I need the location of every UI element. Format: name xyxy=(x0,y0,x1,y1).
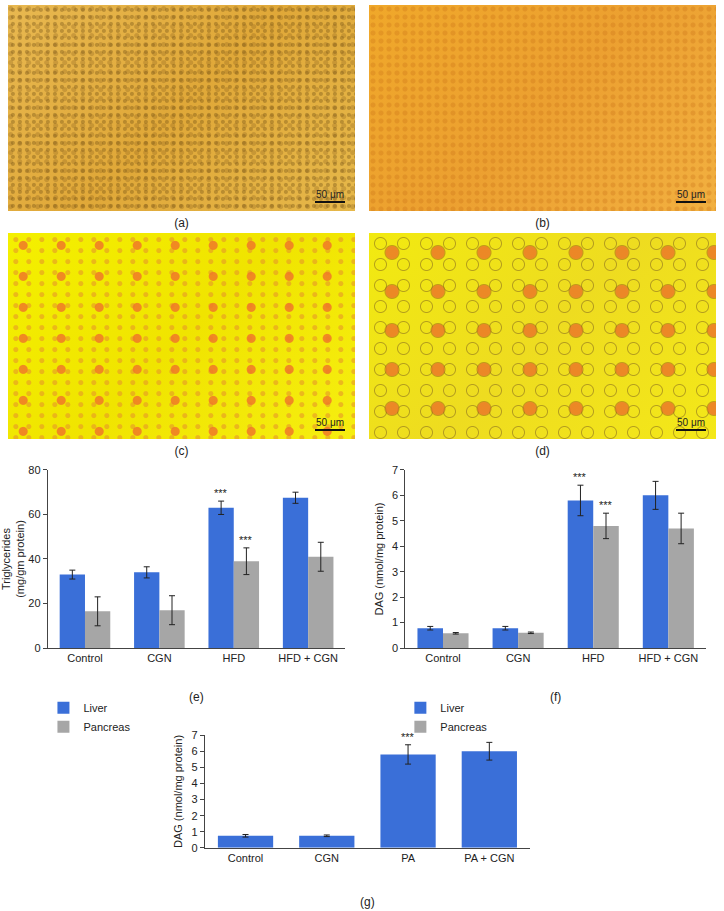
svg-text:CGN: CGN xyxy=(315,852,340,864)
svg-text:3: 3 xyxy=(192,793,198,805)
svg-text:(e): (e) xyxy=(189,690,204,704)
svg-text:HFD + CGN: HFD + CGN xyxy=(278,652,338,664)
svg-text:Pancreas: Pancreas xyxy=(440,721,487,733)
svg-text:HFD + CGN: HFD + CGN xyxy=(639,652,699,664)
html-text:50 μm: 50 μm xyxy=(677,189,705,200)
svg-text:6: 6 xyxy=(192,745,198,757)
html-text:(d): (d) xyxy=(535,444,550,458)
svg-text:Control: Control xyxy=(425,652,460,664)
svg-text:Pancreas: Pancreas xyxy=(83,721,130,733)
svg-text:60: 60 xyxy=(28,508,40,520)
html-text:50 μm: 50 μm xyxy=(316,417,344,428)
svg-text:0: 0 xyxy=(34,642,40,654)
html-text:(a): (a) xyxy=(174,216,189,230)
html-text:50 μm: 50 μm xyxy=(316,189,344,200)
svg-text:4: 4 xyxy=(192,777,198,789)
svg-text:4: 4 xyxy=(392,540,398,552)
svg-text:HFD: HFD xyxy=(582,652,605,664)
svg-text:Liver: Liver xyxy=(83,702,107,714)
svg-text:HFD: HFD xyxy=(222,652,245,664)
svg-text:20: 20 xyxy=(28,597,40,609)
svg-text:Control: Control xyxy=(67,652,102,664)
svg-text:1: 1 xyxy=(392,616,398,628)
svg-text:0: 0 xyxy=(192,842,198,854)
svg-text:Control: Control xyxy=(228,852,263,864)
html-text:(b): (b) xyxy=(535,216,550,230)
svg-text:***: *** xyxy=(599,499,613,511)
svg-text:DAG (nmol/mg protein): DAG (nmol/mg protein) xyxy=(373,502,385,615)
svg-text:7: 7 xyxy=(192,729,198,741)
svg-text:(f): (f) xyxy=(550,690,561,704)
svg-text:***: *** xyxy=(214,487,228,499)
svg-text:Triglycerides(mg/gm protein): Triglycerides(mg/gm protein) xyxy=(0,520,26,598)
svg-text:2: 2 xyxy=(192,810,198,822)
html-text:(c): (c) xyxy=(174,444,189,458)
svg-text:3: 3 xyxy=(392,566,398,578)
svg-text:(g): (g) xyxy=(360,895,375,909)
svg-text:1: 1 xyxy=(192,826,198,838)
svg-text:***: *** xyxy=(239,534,253,546)
svg-text:2: 2 xyxy=(392,591,398,603)
svg-text:6: 6 xyxy=(392,489,398,501)
svg-text:DAG (nmol/mg protein): DAG (nmol/mg protein) xyxy=(172,735,184,848)
svg-text:CGN: CGN xyxy=(506,652,531,664)
svg-text:5: 5 xyxy=(192,761,198,773)
svg-text:5: 5 xyxy=(392,515,398,527)
svg-text:Liver: Liver xyxy=(440,702,464,714)
html-text:50 μm: 50 μm xyxy=(677,417,705,428)
svg-text:0: 0 xyxy=(392,642,398,654)
svg-text:***: *** xyxy=(401,731,415,743)
svg-text:CGN: CGN xyxy=(147,652,172,664)
svg-text:PA: PA xyxy=(401,852,416,864)
svg-text:PA + CGN: PA + CGN xyxy=(464,852,514,864)
svg-text:80: 80 xyxy=(28,464,40,476)
svg-text:7: 7 xyxy=(392,464,398,476)
svg-text:***: *** xyxy=(573,471,587,483)
svg-text:40: 40 xyxy=(28,553,40,565)
